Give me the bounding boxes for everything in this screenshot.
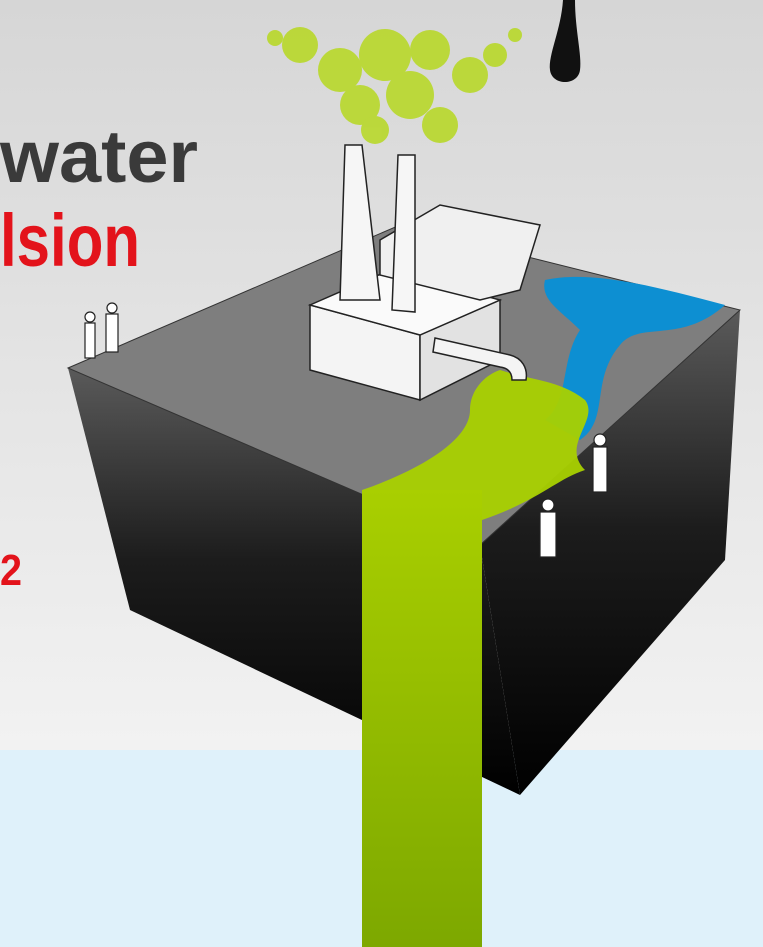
title-line: water xyxy=(0,115,198,198)
oil-drop xyxy=(549,0,581,82)
polluted-river xyxy=(362,370,589,520)
chimney xyxy=(339,144,381,301)
chimney xyxy=(391,154,416,313)
block-right-face xyxy=(480,310,740,795)
polluted-waterfall xyxy=(362,490,482,947)
smoke xyxy=(267,27,522,144)
number: 2 xyxy=(0,546,22,595)
factory-hall xyxy=(379,204,541,301)
people xyxy=(84,302,608,558)
title-line: lsion xyxy=(0,199,140,282)
pipe xyxy=(432,337,528,381)
clean-river xyxy=(544,276,725,440)
